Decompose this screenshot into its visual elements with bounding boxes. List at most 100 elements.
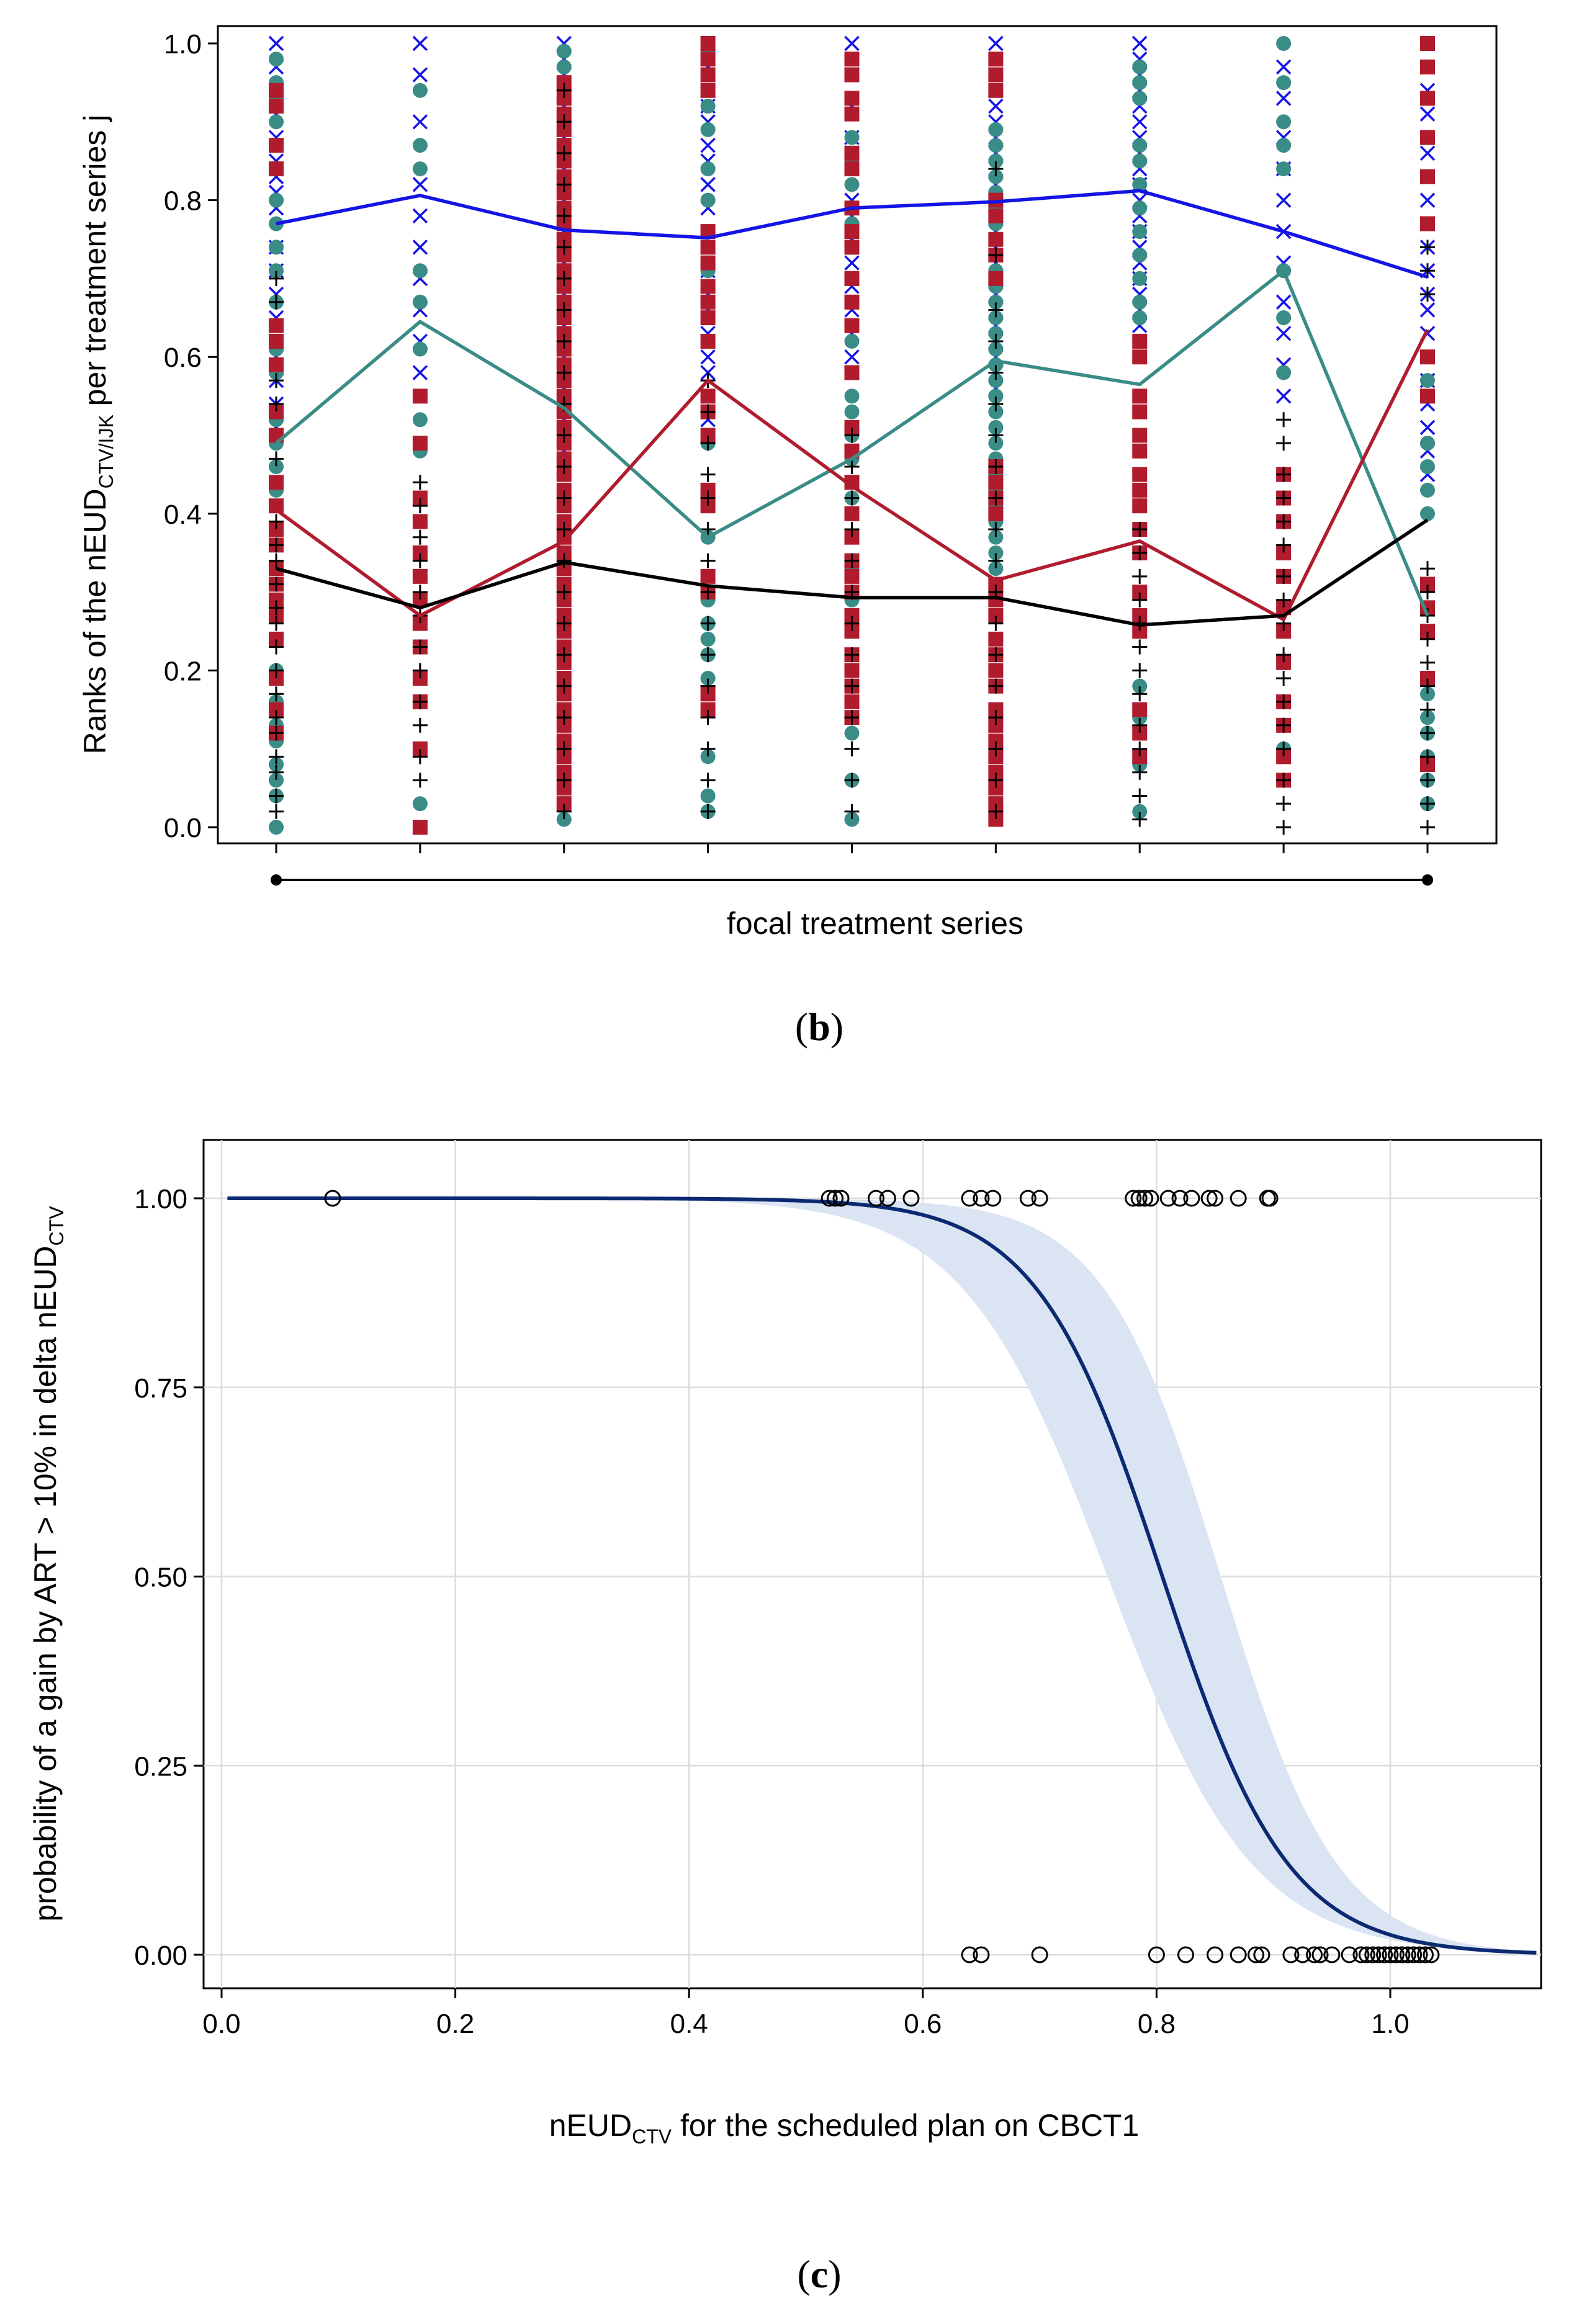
chart-b-point-circle — [988, 153, 1004, 169]
chart-b-point-circle — [844, 725, 860, 741]
chart-b-point-plus — [1276, 796, 1292, 812]
chart-c-point — [827, 1190, 844, 1207]
chart-c-point — [1148, 1946, 1165, 1963]
chart-b-point-square — [988, 52, 1004, 67]
chart-b-point-square — [700, 294, 716, 310]
chart-b-point-circle — [700, 671, 716, 686]
chart-b-point-plus — [269, 600, 284, 616]
chart-b-point-plus — [844, 647, 860, 663]
chart-b-point-square — [700, 333, 716, 349]
chart-b-point-x — [412, 208, 428, 224]
chart-b-point-square — [700, 36, 716, 51]
chart-b-point-circle — [1132, 138, 1148, 153]
chart-b-point-plus — [1276, 671, 1292, 686]
chart-b-point-plus — [988, 161, 1004, 177]
chart-b-ytick-label: 1.0 — [164, 29, 202, 60]
chart-b-point-square — [1420, 59, 1435, 74]
chart-b-point-plus — [988, 333, 1004, 349]
chart-b-point-circle — [988, 404, 1004, 419]
chart-b-point-circle — [412, 161, 428, 177]
chart-b-point-plus — [988, 248, 1004, 263]
chart-b-point-square — [700, 279, 716, 294]
chart-b-point-square — [1132, 404, 1148, 419]
chart-b-point-plus — [844, 804, 860, 819]
chart-b-point-plus — [556, 710, 572, 725]
chart-b-point-plus — [1132, 592, 1148, 608]
chart-b-point-plus — [844, 428, 860, 443]
chart-b-point-square — [988, 231, 1004, 247]
chart-b-point-square — [700, 52, 716, 67]
chart-c-point — [1247, 1946, 1264, 1963]
chart-b-point-plus — [269, 663, 284, 678]
chart-b-point-square — [1420, 169, 1435, 184]
chart-b-ytick-label: 0.0 — [164, 813, 202, 843]
chart-b-point-x — [1419, 106, 1436, 122]
chart-b-ytick-label: 0.8 — [164, 186, 202, 217]
chart-b-point-plus — [700, 490, 716, 506]
chart-b-point-plus — [269, 271, 284, 286]
chart-b-x-ticks — [275, 843, 1429, 853]
chart-b-point-plus — [1420, 585, 1435, 600]
chart-b-point-circle — [1132, 153, 1148, 169]
chart-b-point-plus — [988, 522, 1004, 537]
chart-b-point-plus — [988, 490, 1004, 506]
chart-c-ylabel: probability of a gain by ART > 10% in de… — [28, 1206, 68, 1922]
chart-b-point-x — [700, 365, 716, 380]
chart-c-point — [1019, 1190, 1037, 1207]
chart-b-point-circle — [700, 631, 716, 647]
chart-b-point-circle — [269, 192, 284, 208]
chart-c-ytick-label: 1.00 — [134, 1184, 187, 1214]
chart-b-point-x — [412, 67, 428, 83]
chart-b-point-square — [988, 271, 1004, 286]
chart-b-point-plus — [269, 725, 284, 741]
chart-b-ytick-label: 0.6 — [164, 343, 202, 373]
chart-b-point-circle — [988, 122, 1004, 137]
chart-b-point-square — [1132, 482, 1148, 498]
chart-b-point-plus — [412, 694, 428, 709]
chart-b-point-plus — [269, 616, 284, 631]
chart-c-xlabel-rest: for the scheduled plan on CBCT1 — [672, 2108, 1139, 2143]
chart-b-point-square — [269, 161, 284, 177]
caption-b-open: ( — [794, 1005, 809, 1049]
chart-b-point-circle — [700, 788, 716, 804]
chart-b-point-circle — [988, 419, 1004, 435]
chart-b-point-circle — [1420, 373, 1435, 388]
chart-b-point-circle — [988, 169, 1004, 184]
chart-b-point-plus — [1132, 545, 1148, 560]
chart-b-point-x — [988, 98, 1004, 114]
chart-b-point-circle — [412, 341, 428, 357]
chart-b-point-circle — [1420, 482, 1435, 498]
chart-b-point-plus — [269, 686, 284, 702]
chart-b-point-plus — [556, 145, 572, 161]
chart-b-point-x — [1419, 192, 1436, 208]
chart-c-ytick-label: 0.50 — [134, 1563, 187, 1593]
chart-b-ylabel-sub: CTV/IJK — [95, 415, 117, 488]
chart-b-point-circle — [988, 388, 1004, 404]
caption-c-letter: c — [810, 2252, 829, 2296]
chart-b-point-circle — [556, 43, 572, 59]
chart-b-point-square — [844, 506, 860, 521]
chart-b-ylabel-rest: per treatment series j — [78, 115, 112, 415]
chart-b-point-plus — [700, 404, 716, 419]
chart-b-point-plus — [556, 177, 572, 192]
chart-b-point-plus — [1420, 287, 1435, 302]
chart-c-point — [832, 1190, 850, 1207]
chart-b-point-square — [844, 106, 860, 122]
caption-c-close: ) — [828, 2252, 842, 2296]
chart-b-point-plus — [556, 271, 572, 286]
chart-b-point-plus — [1132, 639, 1148, 655]
chart-b-point-circle — [269, 756, 284, 772]
chart-b-point-circle — [844, 333, 860, 349]
chart-b-point-plus — [556, 804, 572, 819]
chart-c-point — [1230, 1190, 1247, 1207]
chart-b-ytick-label: 0.4 — [164, 500, 202, 530]
chart-b-point-x — [1275, 294, 1292, 310]
chart-c-axes: 0.0 0.2 0.4 0.6 0.8 1.0 0.00 0.25 0.50 0.75 1.00 — [134, 1184, 1409, 2039]
chart-c-xlabel: nEUDCTV for the scheduled plan on CBCT1 — [549, 2108, 1140, 2148]
chart-b-point-circle — [1132, 294, 1148, 310]
chart-c-xtick-label: 0.2 — [436, 2009, 474, 2039]
chart-b-point-square — [700, 240, 716, 255]
chart-b-point-plus — [1276, 820, 1292, 835]
chart-b-point-circle — [269, 114, 284, 130]
chart-b-mean-lines — [275, 189, 1429, 627]
